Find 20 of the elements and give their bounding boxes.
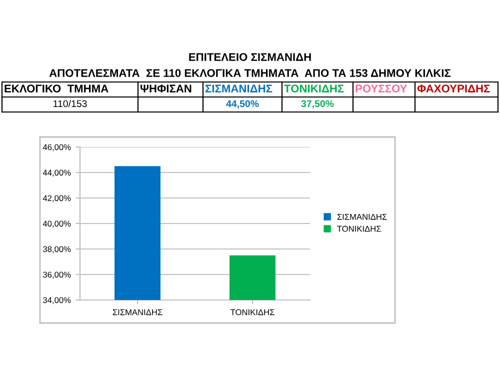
text: 110/153: [54, 100, 87, 108]
text: 37,50%: [301, 100, 334, 109]
text: 44,50%: [226, 100, 259, 109]
y-tick-label: 46,00%: [42, 144, 71, 152]
text: ΦΑΧΟΥΡΙΔΗΣ: [417, 84, 490, 92]
y-tick-label: 40,00%: [42, 220, 71, 228]
chart-title: ΕΠΙΤΕΛΕΙΟ ΣΙΣΜΑΝΙΔΗ: [189, 53, 311, 61]
y-tick-label: 42,00%: [42, 195, 71, 202]
text: ΨΗΦΙΣΑΝ: [140, 84, 192, 92]
y-tick-label: 34,00%: [43, 297, 71, 304]
legend-label: ΣΙΣΜΑΝΙΔΗΣ: [337, 214, 387, 220]
legend-label: ΤΟΝΙΚΙΔΗΣ: [337, 226, 381, 232]
text: ΣΙΣΜΑΝΙΔΗΣ: [205, 84, 272, 92]
y-tick-label: 44,00%: [42, 170, 71, 177]
chart-subtitle: ΑΠΟΤΕΛΕΣΜΑΤΑ ΣΕ 110 ΕΚΛΟΓΙΚΑ ΤΜΗΜΑΤΑ ΑΠΟ ΤΑ 153 ΔΗΜΟΥ ΚΙΛΚΙΣ: [49, 69, 451, 77]
text: ΡΟΥΣΣΟΥ: [356, 84, 408, 92]
text: ΕΚΛΟΓΙΚΟ ΤΜΗΜΑ: [4, 84, 108, 92]
y-tick-label: 38,00%: [43, 246, 71, 254]
text: ΤΟΝΙΚΙΔΗΣ: [284, 84, 344, 92]
y-tick-label: 36,00%: [43, 272, 71, 279]
